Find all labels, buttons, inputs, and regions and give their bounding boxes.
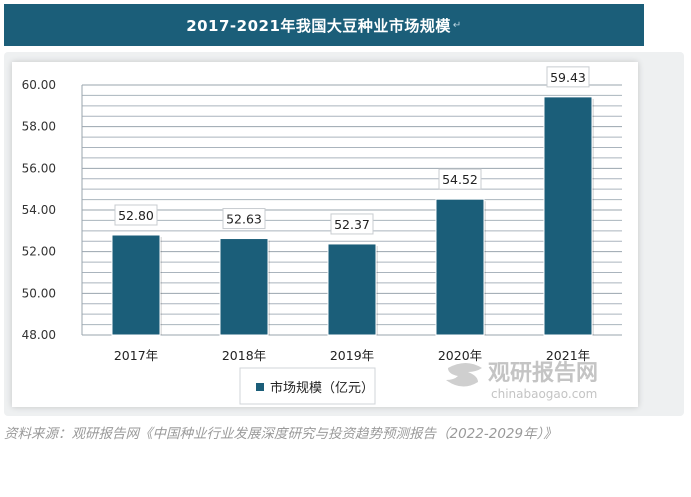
bar — [543, 96, 593, 336]
data-label-box — [438, 168, 482, 190]
watermark-domain: chinabaogao.com — [491, 387, 597, 401]
data-label: 52.37 — [334, 217, 370, 232]
data-label: 59.43 — [550, 70, 586, 85]
source-note: 资料来源：观研报告网《中国种业行业发展深度研究与投资趋势预测报告（2022-20… — [4, 426, 557, 442]
chart-title: 2017-2021年我国大豆种业市场规模 — [186, 16, 451, 35]
data-label: 54.52 — [442, 172, 478, 187]
data-label-box — [546, 66, 590, 88]
y-tick-label: 56.00 — [22, 161, 56, 175]
y-axis-ticks: 48.00 50.00 52.00 54.00 56.00 58.00 60.00 — [22, 78, 56, 342]
y-tick-label: 58.00 — [22, 120, 56, 134]
data-label: 52.63 — [226, 212, 262, 227]
x-tick-label: 2017年 — [114, 348, 158, 363]
x-tick-label: 2020年 — [438, 348, 482, 363]
y-tick-label: 48.00 — [22, 328, 56, 342]
bar — [435, 198, 485, 336]
bar — [327, 243, 377, 336]
x-tick-label: 2018年 — [222, 348, 266, 363]
y-tick-label: 52.00 — [22, 245, 56, 259]
bar — [219, 238, 269, 336]
watermark-logo-icon — [446, 363, 482, 387]
y-tick-label: 60.00 — [22, 78, 56, 92]
watermark: 观研报告网 chinabaogao.com — [446, 361, 598, 401]
data-label-box — [222, 208, 266, 230]
return-mark: ↵ — [452, 19, 462, 31]
data-label: 52.80 — [118, 208, 154, 223]
data-labels: 52.80 52.63 52.37 54.52 59.43 — [114, 66, 590, 235]
x-axis-ticks: 2017年 2018年 2019年 2020年 2021年 — [114, 348, 590, 363]
bar — [111, 234, 161, 336]
legend-label: 市场规模（亿元） — [270, 380, 374, 396]
x-tick-label: 2021年 — [546, 348, 590, 363]
data-label-box — [114, 204, 158, 226]
legend: 市场规模（亿元） — [239, 367, 376, 405]
legend-swatch — [256, 383, 264, 391]
bars — [111, 96, 594, 336]
watermark-brand: 观研报告网 — [488, 361, 598, 386]
data-label-box — [330, 213, 374, 235]
x-tick-label: 2019年 — [330, 348, 374, 363]
y-tick-label: 50.00 — [22, 286, 56, 300]
y-tick-label: 54.00 — [22, 203, 56, 217]
chart-title-banner: 2017-2021年我国大豆种业市场规模 ↵ — [4, 4, 644, 46]
